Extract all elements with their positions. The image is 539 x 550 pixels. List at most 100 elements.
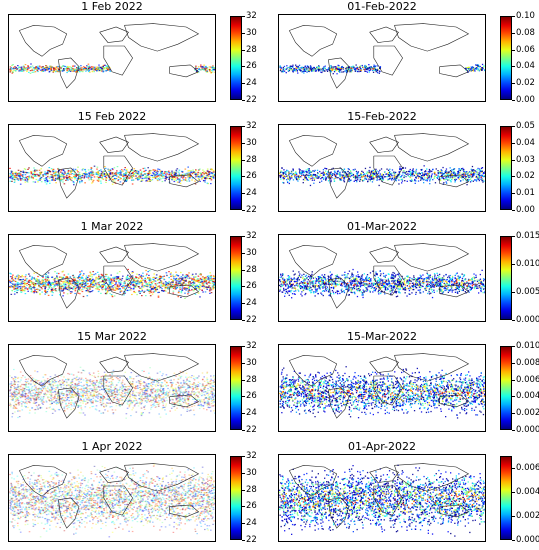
data-point xyxy=(170,275,172,277)
data-point xyxy=(204,69,207,71)
data-point xyxy=(477,65,479,67)
data-point xyxy=(461,173,463,176)
data-point xyxy=(33,172,36,174)
data-point xyxy=(329,178,332,180)
data-point xyxy=(64,287,66,289)
data-point xyxy=(79,282,81,285)
data-point xyxy=(17,175,20,177)
data-point xyxy=(301,67,303,69)
data-point xyxy=(318,65,320,67)
data-point xyxy=(122,174,124,176)
data-point xyxy=(30,67,32,69)
data-point xyxy=(195,169,197,171)
data-point xyxy=(351,173,353,175)
data-point xyxy=(429,183,431,185)
data-point xyxy=(283,65,286,68)
data-point xyxy=(44,290,46,292)
data-point xyxy=(98,278,101,280)
data-point xyxy=(37,174,39,176)
data-point xyxy=(98,170,101,172)
data-point xyxy=(48,282,51,284)
data-point xyxy=(429,281,432,283)
data-point xyxy=(328,67,330,70)
data-point xyxy=(203,281,205,283)
data-point xyxy=(210,72,212,74)
data-point xyxy=(325,178,327,180)
data-point xyxy=(106,292,108,294)
data-point xyxy=(81,169,84,171)
data-point xyxy=(91,174,93,176)
data-point xyxy=(70,171,72,174)
data-point xyxy=(16,284,19,286)
data-point xyxy=(359,66,361,68)
data-point xyxy=(14,284,17,286)
data-point xyxy=(31,65,34,67)
data-point xyxy=(452,169,454,171)
data-point xyxy=(48,71,51,73)
data-point xyxy=(447,286,449,289)
data-point xyxy=(27,66,30,69)
coastline xyxy=(58,167,80,199)
data-point xyxy=(410,175,412,177)
data-point xyxy=(204,281,207,283)
data-point xyxy=(354,168,356,170)
data-point xyxy=(96,179,99,181)
data-point xyxy=(24,174,27,176)
data-point xyxy=(194,183,197,185)
data-point xyxy=(279,65,281,67)
data-point xyxy=(40,181,43,183)
data-point xyxy=(17,287,19,289)
data-point xyxy=(163,285,166,287)
data-point xyxy=(389,176,391,178)
data-point xyxy=(134,173,136,175)
data-point xyxy=(51,66,53,68)
data-point xyxy=(132,172,134,174)
data-point xyxy=(102,67,104,69)
data-point xyxy=(60,171,62,173)
data-point xyxy=(403,176,405,179)
data-point xyxy=(120,290,123,292)
data-point xyxy=(52,278,55,280)
data-point xyxy=(49,176,51,178)
colorbar-tick-label: 28 xyxy=(242,264,257,275)
data-point xyxy=(367,180,369,182)
data-point xyxy=(18,275,20,277)
data-point xyxy=(480,67,482,70)
data-point xyxy=(385,173,388,175)
data-point xyxy=(97,178,100,180)
data-point xyxy=(126,284,128,286)
data-point xyxy=(45,172,47,174)
data-point xyxy=(71,180,73,182)
data-point xyxy=(196,280,198,282)
data-point xyxy=(79,174,81,176)
data-point xyxy=(44,66,46,69)
data-point xyxy=(178,287,181,289)
data-point xyxy=(434,182,437,184)
data-point xyxy=(464,67,467,70)
data-point xyxy=(358,174,360,177)
data-point xyxy=(430,174,433,177)
data-point xyxy=(368,67,370,70)
data-point xyxy=(105,282,107,284)
data-point xyxy=(18,286,21,288)
data-point xyxy=(337,68,339,70)
data-point xyxy=(65,287,68,289)
data-point xyxy=(414,178,416,181)
data-point xyxy=(201,281,203,283)
data-point xyxy=(52,172,55,174)
data-point xyxy=(79,285,81,287)
data-point xyxy=(85,67,87,69)
data-point xyxy=(289,67,291,69)
data-point xyxy=(86,176,88,178)
data-point xyxy=(89,66,91,68)
data-point xyxy=(322,169,325,171)
data-point xyxy=(11,171,14,173)
data-point xyxy=(57,175,60,177)
data-point xyxy=(289,67,291,69)
data-point xyxy=(153,169,155,171)
data-point xyxy=(363,173,365,175)
data-point xyxy=(194,287,197,289)
data-point xyxy=(60,285,62,287)
data-point xyxy=(213,283,215,285)
data-point xyxy=(347,69,350,71)
